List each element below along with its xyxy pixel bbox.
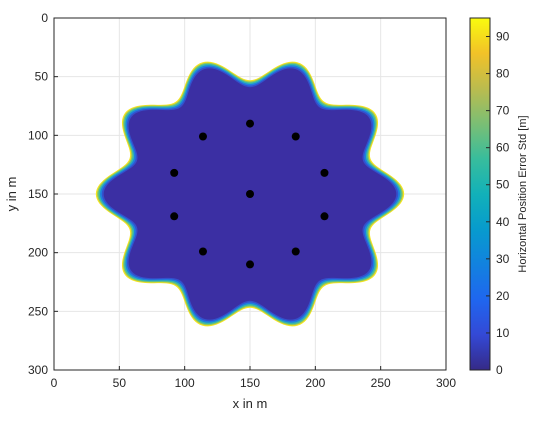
colorbar-ticks: 0 10 20 30 40 50 60 70 80 90 — [486, 30, 510, 377]
y-tick-label: 100 — [28, 128, 48, 142]
x-tick-label: 0 — [51, 376, 58, 390]
anchor-point — [170, 212, 179, 221]
colorbar-tick-label: 70 — [496, 104, 510, 118]
x-tick-label: 250 — [371, 376, 391, 390]
colorbar-tick-label: 90 — [496, 30, 510, 44]
anchor-point — [198, 247, 207, 256]
y-tick-label: 200 — [28, 246, 48, 260]
x-tick-label: 200 — [305, 376, 325, 390]
x-axis-label: x in m — [233, 396, 268, 411]
colorbar-tick-label: 50 — [496, 178, 510, 192]
colorbar-tick-label: 80 — [496, 67, 510, 81]
anchor-point — [246, 260, 254, 269]
anchor-point — [170, 168, 179, 177]
anchor-point — [291, 247, 300, 256]
y-axis-label: y in m — [4, 177, 19, 212]
anchor-point — [246, 190, 254, 198]
anchor-points — [170, 119, 329, 269]
y-tick-label: 0 — [41, 11, 48, 25]
colorbar-tick-label: 60 — [496, 141, 510, 155]
colorbar-tick-label: 20 — [496, 289, 510, 303]
colorbar-tick-label: 0 — [496, 363, 503, 377]
x-tick-label: 100 — [175, 376, 195, 390]
colorbar — [469, 17, 491, 371]
colorbar-tick-label: 40 — [496, 215, 510, 229]
colorbar-tick-label: 30 — [496, 252, 510, 266]
y-tick-label: 300 — [28, 363, 48, 377]
x-axis-ticks: 0 50 100 150 200 250 300 — [51, 366, 456, 390]
x-tick-label: 50 — [113, 376, 127, 390]
y-tick-label: 150 — [28, 187, 48, 201]
anchor-point — [320, 212, 329, 221]
y-tick-label: 50 — [35, 70, 49, 84]
anchor-point — [198, 132, 207, 141]
anchor-point — [246, 119, 254, 128]
anchor-point — [320, 168, 329, 177]
colorbar-label: Horizontal Position Error Std [m] — [517, 115, 529, 272]
y-tick-label: 250 — [28, 304, 48, 318]
y-axis-ticks: 0 50 100 150 200 250 300 — [28, 11, 58, 377]
colorbar-tick-label: 10 — [496, 326, 510, 340]
anchor-point — [291, 132, 300, 141]
x-tick-label: 150 — [240, 376, 260, 390]
coverage-region — [95, 61, 405, 327]
x-tick-label: 300 — [436, 376, 456, 390]
